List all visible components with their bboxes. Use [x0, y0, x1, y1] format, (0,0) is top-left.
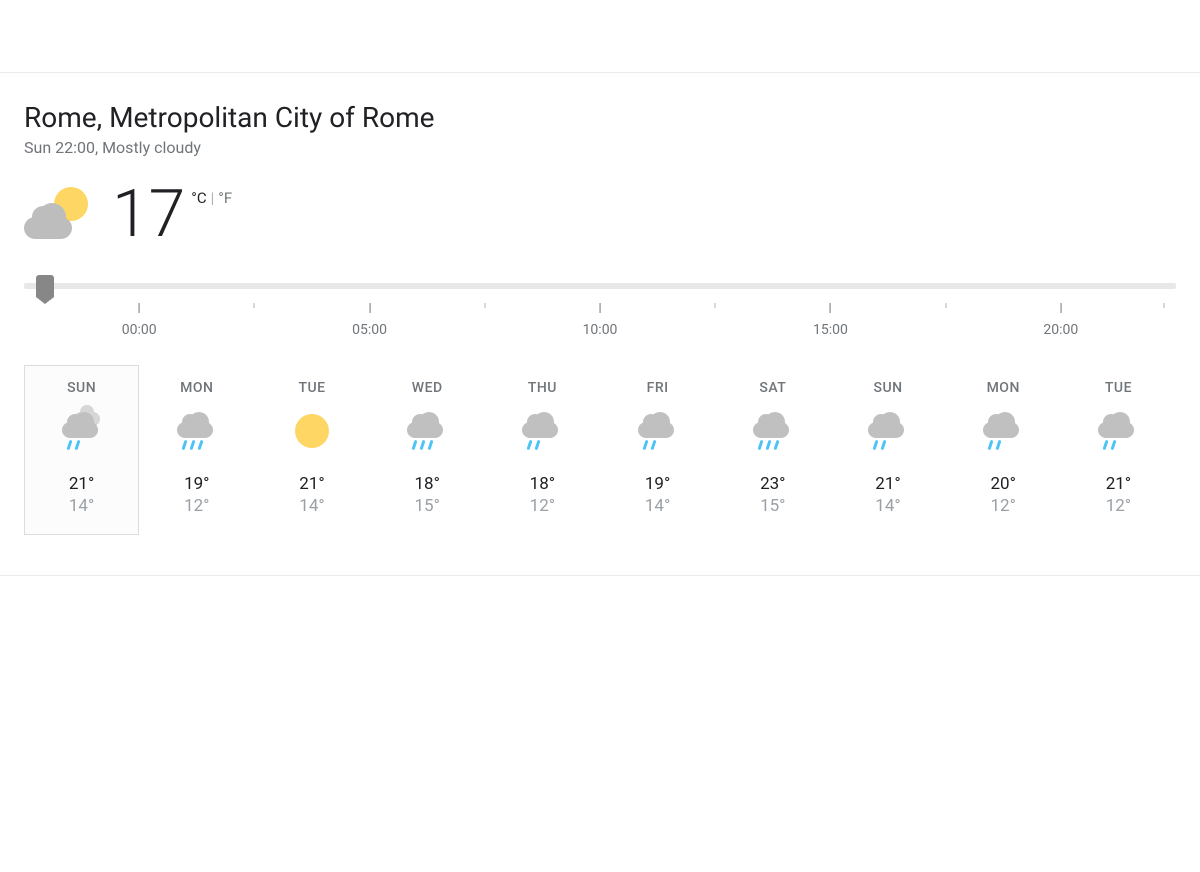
- forecast-day-card[interactable]: WED 18°15°: [370, 365, 485, 535]
- forecast-day-name: MON: [951, 380, 1056, 396]
- timeline-tick-major: 15:00: [813, 303, 848, 338]
- rain-heavy-icon: [405, 412, 449, 452]
- forecast-high-temp: 21°: [29, 474, 134, 494]
- fahrenheit-unit[interactable]: °F: [218, 189, 232, 207]
- forecast-high-temp: 20°: [951, 474, 1056, 494]
- rain-light-icon: [981, 412, 1025, 452]
- forecast-high-temp: 19°: [605, 474, 710, 494]
- forecast-high-temp: 18°: [490, 474, 595, 494]
- forecast-high-temp: 21°: [835, 474, 940, 494]
- forecast-day-card[interactable]: TUE 21°14°: [254, 365, 369, 535]
- rain-light-icon: [520, 412, 564, 452]
- temp-value: 17: [112, 187, 185, 243]
- forecast-day-card[interactable]: FRI 19°14°: [600, 365, 715, 535]
- rain-heavy-icon: [751, 412, 795, 452]
- timeline-tick-label: 10:00: [583, 322, 618, 338]
- forecast-high-temp: 21°: [259, 474, 364, 494]
- rain-light-icon: [866, 412, 910, 452]
- hourly-timeline: 00:00 05:00 10:00 15:00 20:00: [24, 297, 1176, 343]
- forecast-day-name: WED: [375, 380, 480, 396]
- forecast-day-name: SUN: [835, 380, 940, 396]
- forecast-day-card[interactable]: MON 20°12°: [946, 365, 1061, 535]
- forecast-day-card[interactable]: THU 18°12°: [485, 365, 600, 535]
- forecast-low-temp: 15°: [375, 496, 480, 516]
- forecast-low-temp: 12°: [490, 496, 595, 516]
- slider-track: [24, 283, 1176, 289]
- timeline-tick-label: 20:00: [1043, 322, 1078, 338]
- timeline-tick-label: 00:00: [122, 322, 157, 338]
- current-temperature: 17 °C|°F: [112, 187, 232, 243]
- forecast-day-name: FRI: [605, 380, 710, 396]
- daily-forecast-row: SUN21°14°MON19°12°TUE21°14°WED18°15°THU1…: [24, 365, 1176, 535]
- forecast-day-name: TUE: [1066, 380, 1171, 396]
- rain-heavy-icon: [175, 412, 219, 452]
- timeline-tick-label: 05:00: [352, 322, 387, 338]
- timeline-tick-label: 15:00: [813, 322, 848, 338]
- timeline-tick-major: 00:00: [122, 303, 157, 338]
- timeline-tick-major: 10:00: [583, 303, 618, 338]
- forecast-low-temp: 12°: [951, 496, 1056, 516]
- timeline-tick-minor: [1164, 303, 1165, 308]
- forecast-day-name: SUN: [29, 380, 134, 396]
- timeline-tick-major: 05:00: [352, 303, 387, 338]
- forecast-high-temp: 19°: [144, 474, 249, 494]
- timeline-tick-minor: [484, 303, 485, 308]
- timeline-tick-minor: [254, 303, 255, 308]
- unit-toggle[interactable]: °C|°F: [191, 189, 232, 207]
- weather-widget: Rome, Metropolitan City of Rome Sun 22:0…: [0, 72, 1200, 576]
- forecast-low-temp: 12°: [1066, 496, 1171, 516]
- timeline-tick-minor: [715, 303, 716, 308]
- slider-handle[interactable]: [36, 275, 54, 297]
- forecast-day-card[interactable]: SAT 23°15°: [715, 365, 830, 535]
- celsius-unit[interactable]: °C: [191, 189, 206, 207]
- forecast-day-card[interactable]: TUE 21°12°: [1061, 365, 1176, 535]
- hourly-slider[interactable]: [24, 283, 1176, 289]
- forecast-day-name: THU: [490, 380, 595, 396]
- forecast-low-temp: 15°: [720, 496, 825, 516]
- forecast-day-card[interactable]: SUN 21°14°: [830, 365, 945, 535]
- forecast-high-temp: 18°: [375, 474, 480, 494]
- forecast-low-temp: 14°: [259, 496, 364, 516]
- location-title: Rome, Metropolitan City of Rome: [24, 101, 1176, 134]
- forecast-low-temp: 14°: [29, 496, 134, 516]
- forecast-low-temp: 14°: [605, 496, 710, 516]
- forecast-low-temp: 14°: [835, 496, 940, 516]
- forecast-day-name: MON: [144, 380, 249, 396]
- timeline-tick-minor: [945, 303, 946, 308]
- rain-cloudy-icon: [60, 412, 104, 452]
- forecast-high-temp: 21°: [1066, 474, 1171, 494]
- forecast-day-card[interactable]: SUN 21°14°: [24, 365, 139, 535]
- sunny-icon: [290, 412, 334, 452]
- forecast-day-name: TUE: [259, 380, 364, 396]
- timeline-tick-major: 20:00: [1043, 303, 1078, 338]
- forecast-day-name: SAT: [720, 380, 825, 396]
- rain-light-icon: [636, 412, 680, 452]
- datetime-condition: Sun 22:00, Mostly cloudy: [24, 138, 1176, 157]
- partly-cloudy-icon: .current-icon .cloud-shape::before{width…: [24, 187, 96, 245]
- forecast-low-temp: 12°: [144, 496, 249, 516]
- rain-light-icon: [1096, 412, 1140, 452]
- forecast-high-temp: 23°: [720, 474, 825, 494]
- current-conditions: .current-icon .cloud-shape::before{width…: [24, 187, 1176, 245]
- forecast-day-card[interactable]: MON 19°12°: [139, 365, 254, 535]
